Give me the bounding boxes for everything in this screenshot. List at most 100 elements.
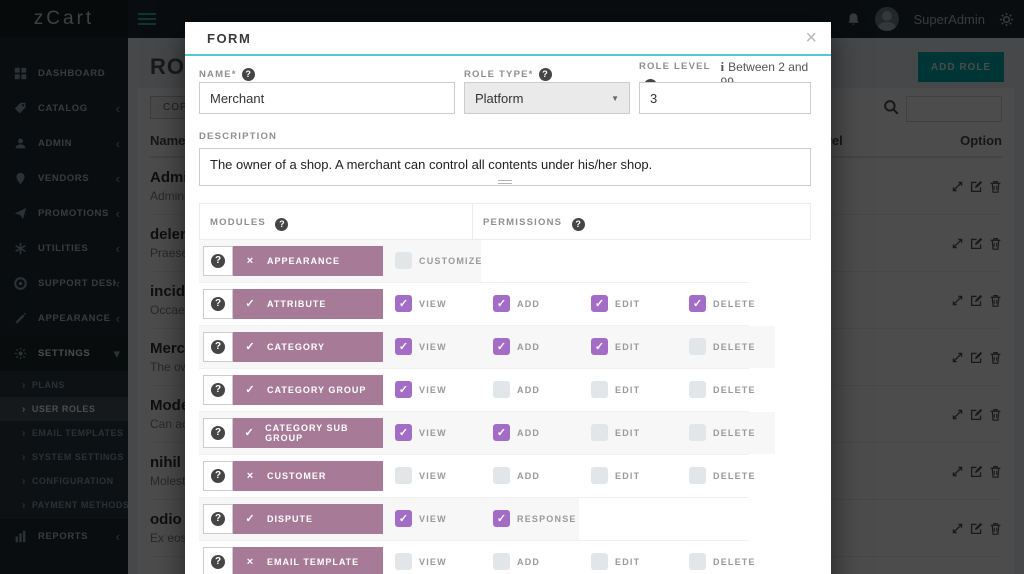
permission-checkbox-delete[interactable]	[689, 381, 706, 398]
module-row: ? ✓ CATEGORY SUB GROUP ✓ VIEW ✓ ADD EDIT DELETE	[199, 411, 775, 455]
permission-checkbox-add[interactable]: ✓	[493, 338, 510, 355]
permission-label: VIEW	[419, 556, 447, 567]
module-toggle-attribute[interactable]: ✓ ATTRIBUTE	[233, 288, 383, 319]
permission-checkbox-edit[interactable]	[591, 467, 608, 484]
question-icon: ?	[211, 425, 225, 440]
module-toggle-customer[interactable]: × CUSTOMER	[233, 460, 383, 491]
permission-label: EDIT	[615, 427, 641, 438]
x-icon: ×	[246, 469, 254, 482]
permission-label: ADD	[517, 470, 541, 481]
permission-checkbox-view[interactable]	[395, 467, 412, 484]
permission-checkbox-add[interactable]	[493, 381, 510, 398]
permission-label: DELETE	[713, 298, 756, 309]
modal-title: FORM	[207, 30, 252, 46]
permission-label: DELETE	[713, 556, 756, 567]
permission-checkbox-add[interactable]	[493, 467, 510, 484]
name-label: NAME*	[199, 68, 237, 80]
permission-label: DELETE	[713, 470, 756, 481]
question-icon: ?	[211, 554, 225, 569]
permission-checkbox-delete[interactable]	[689, 338, 706, 355]
role-type-select[interactable]: Platform ▼	[464, 82, 630, 114]
module-toggle-category-group[interactable]: ✓ CATEGORY GROUP	[233, 374, 383, 405]
role-type-label: ROLE TYPE*	[464, 68, 534, 80]
x-icon: ×	[246, 555, 254, 568]
permission-label: VIEW	[419, 298, 447, 309]
question-icon: ?	[211, 511, 225, 526]
module-row: ? ✓ ATTRIBUTE ✓ VIEW ✓ ADD ✓ EDIT ✓ DELETE	[199, 283, 755, 326]
module-toggle-appearance[interactable]: × APPEARANCE	[233, 245, 383, 276]
question-icon: ?	[211, 468, 225, 483]
permission-checkbox-delete[interactable]	[689, 467, 706, 484]
module-row: ? × EMAIL TEMPLATE VIEW ADD EDIT DELETE	[199, 541, 755, 574]
module-row: ? × APPEARANCE CUSTOMIZE	[199, 239, 749, 283]
permission-label: VIEW	[419, 427, 447, 438]
permission-checkbox-edit[interactable]: ✓	[591, 295, 608, 312]
permission-label: VIEW	[419, 470, 447, 481]
module-help-button[interactable]: ?	[203, 417, 233, 448]
module-help-button[interactable]: ?	[203, 546, 233, 574]
question-icon: ?	[211, 382, 225, 397]
role-level-field[interactable]	[639, 82, 811, 114]
module-row: ? ✓ CATEGORY ✓ VIEW ✓ ADD ✓ EDIT DELETE	[199, 325, 775, 369]
question-icon: ?	[211, 339, 225, 354]
permission-checkbox-add[interactable]: ✓	[493, 424, 510, 441]
permission-checkbox-delete[interactable]: ✓	[689, 295, 706, 312]
description-label: DESCRIPTION	[199, 131, 278, 142]
caret-down-icon: ▼	[611, 93, 619, 103]
permission-label: EDIT	[615, 470, 641, 481]
role-level-label: ROLE LEVEL	[639, 60, 711, 72]
permission-checkbox-customize[interactable]	[395, 252, 412, 269]
module-toggle-email-template[interactable]: × EMAIL TEMPLATE	[233, 546, 383, 574]
permission-label: EDIT	[615, 341, 641, 352]
modal-header: FORM ×	[185, 22, 831, 56]
permission-checkbox-edit[interactable]: ✓	[591, 338, 608, 355]
permission-checkbox-view[interactable]: ✓	[395, 295, 412, 312]
permission-label: ADD	[517, 341, 541, 352]
permission-checkbox-edit[interactable]	[591, 424, 608, 441]
question-icon[interactable]: ?	[571, 217, 585, 231]
permission-checkbox-delete[interactable]	[689, 553, 706, 570]
permission-label: VIEW	[419, 384, 447, 395]
module-toggle-category-sub-group[interactable]: ✓ CATEGORY SUB GROUP	[233, 417, 383, 448]
question-icon: ?	[211, 296, 225, 311]
permission-checkbox-view[interactable]: ✓	[395, 424, 412, 441]
question-icon[interactable]: ?	[275, 217, 289, 231]
permission-label: ADD	[517, 556, 541, 567]
module-help-button[interactable]: ?	[203, 245, 233, 276]
question-icon[interactable]: ?	[538, 67, 552, 81]
check-icon: ✓	[244, 427, 254, 439]
role-form-modal: FORM × NAME* ? ROLE TYPE* ?	[185, 22, 831, 574]
permission-checkbox-view[interactable]: ✓	[395, 510, 412, 527]
module-toggle-dispute[interactable]: ✓ DISPUTE	[233, 503, 383, 534]
name-field[interactable]	[199, 82, 455, 114]
module-help-button[interactable]: ?	[203, 374, 233, 405]
question-icon[interactable]: ?	[241, 67, 255, 81]
permission-checkbox-view[interactable]: ✓	[395, 338, 412, 355]
permission-checkbox-view[interactable]: ✓	[395, 381, 412, 398]
description-field[interactable]: The owner of a shop. A merchant can cont…	[199, 148, 811, 186]
module-help-button[interactable]: ?	[203, 503, 233, 534]
check-icon: ✓	[245, 513, 255, 525]
permission-checkbox-add[interactable]: ✓	[493, 295, 510, 312]
permission-checkbox-view[interactable]	[395, 553, 412, 570]
module-help-button[interactable]: ?	[203, 331, 233, 362]
permission-checkbox-add[interactable]	[493, 553, 510, 570]
close-icon[interactable]: ×	[805, 27, 817, 49]
permission-label: EDIT	[615, 298, 641, 309]
question-icon: ?	[211, 253, 225, 268]
module-help-button[interactable]: ?	[203, 288, 233, 319]
permission-checkbox-delete[interactable]	[689, 424, 706, 441]
permission-checkbox-response[interactable]: ✓	[493, 510, 510, 527]
permission-checkbox-edit[interactable]	[591, 553, 608, 570]
module-row: ? ✓ CATEGORY GROUP ✓ VIEW ADD EDIT DELETE	[199, 369, 755, 412]
permission-checkbox-edit[interactable]	[591, 381, 608, 398]
info-icon: i	[720, 59, 725, 74]
module-toggle-category[interactable]: ✓ CATEGORY	[233, 331, 383, 362]
module-help-button[interactable]: ?	[203, 460, 233, 491]
permissions-header: PERMISSIONS	[483, 217, 563, 228]
resize-grip[interactable]	[498, 178, 512, 184]
permission-label: ADD	[517, 384, 541, 395]
permission-label: DELETE	[713, 427, 756, 438]
permission-label: EDIT	[615, 556, 641, 567]
